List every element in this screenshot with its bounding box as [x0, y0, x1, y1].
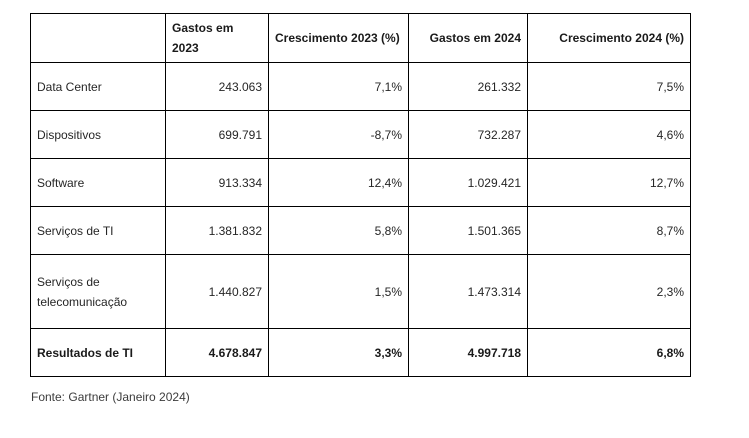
- cell-gastos-2024: 1.501.365: [408, 206, 528, 255]
- cell-gastos-2023: 1.381.832: [165, 206, 269, 255]
- row-label: Data Center: [30, 62, 166, 111]
- cell-crescimento-2024: 4,6%: [527, 110, 691, 159]
- column-header-gastos-2024: Gastos em 2024: [408, 13, 528, 63]
- row-label: Software: [30, 158, 166, 207]
- column-header-category: [30, 13, 166, 63]
- cell-crescimento-2023: 7,1%: [268, 62, 409, 111]
- cell-gastos-2024-total: 4.997.718: [408, 328, 528, 377]
- table-row-resultados-de-ti: Resultados de TI 4.678.847 3,3% 4.997.71…: [30, 328, 691, 377]
- it-spending-table: Gastos em 2023 Crescimento 2023 (%) Gast…: [30, 13, 691, 377]
- cell-crescimento-2024: 2,3%: [527, 254, 691, 329]
- cell-crescimento-2024: 12,7%: [527, 158, 691, 207]
- table-row-dispositivos: Dispositivos 699.791 -8,7% 732.287 4,6%: [30, 110, 691, 159]
- cell-gastos-2024: 261.332: [408, 62, 528, 111]
- table-row-telecomunicacao: Serviços de telecomunicação 1.440.827 1,…: [30, 254, 691, 329]
- cell-crescimento-2024-total: 6,8%: [527, 328, 691, 377]
- cell-gastos-2023: 243.063: [165, 62, 269, 111]
- cell-gastos-2023: 913.334: [165, 158, 269, 207]
- table-row-servicos-de-ti: Serviços de TI 1.381.832 5,8% 1.501.365 …: [30, 206, 691, 255]
- cell-crescimento-2023: -8,7%: [268, 110, 409, 159]
- row-label-total: Resultados de TI: [30, 328, 166, 377]
- cell-gastos-2024: 1.473.314: [408, 254, 528, 329]
- cell-gastos-2023: 1.440.827: [165, 254, 269, 329]
- row-label: Serviços de TI: [30, 206, 166, 255]
- cell-crescimento-2023-total: 3,3%: [268, 328, 409, 377]
- source-note: Fonte: Gartner (Janeiro 2024): [31, 390, 190, 404]
- column-header-crescimento-2024: Crescimento 2024 (%): [527, 13, 691, 63]
- column-header-gastos-2023: Gastos em 2023: [165, 13, 269, 63]
- table-row-software: Software 913.334 12,4% 1.029.421 12,7%: [30, 158, 691, 207]
- cell-crescimento-2023: 1,5%: [268, 254, 409, 329]
- row-label: Serviços de telecomunicação: [30, 254, 166, 329]
- cell-gastos-2024: 732.287: [408, 110, 528, 159]
- cell-gastos-2023-total: 4.678.847: [165, 328, 269, 377]
- cell-crescimento-2023: 12,4%: [268, 158, 409, 207]
- cell-gastos-2023: 699.791: [165, 110, 269, 159]
- column-header-crescimento-2023: Crescimento 2023 (%): [268, 13, 409, 63]
- table-row-data-center: Data Center 243.063 7,1% 261.332 7,5%: [30, 62, 691, 111]
- cell-crescimento-2024: 8,7%: [527, 206, 691, 255]
- cell-crescimento-2024: 7,5%: [527, 62, 691, 111]
- cell-crescimento-2023: 5,8%: [268, 206, 409, 255]
- cell-gastos-2024: 1.029.421: [408, 158, 528, 207]
- table-header-row: Gastos em 2023 Crescimento 2023 (%) Gast…: [30, 13, 691, 63]
- row-label: Dispositivos: [30, 110, 166, 159]
